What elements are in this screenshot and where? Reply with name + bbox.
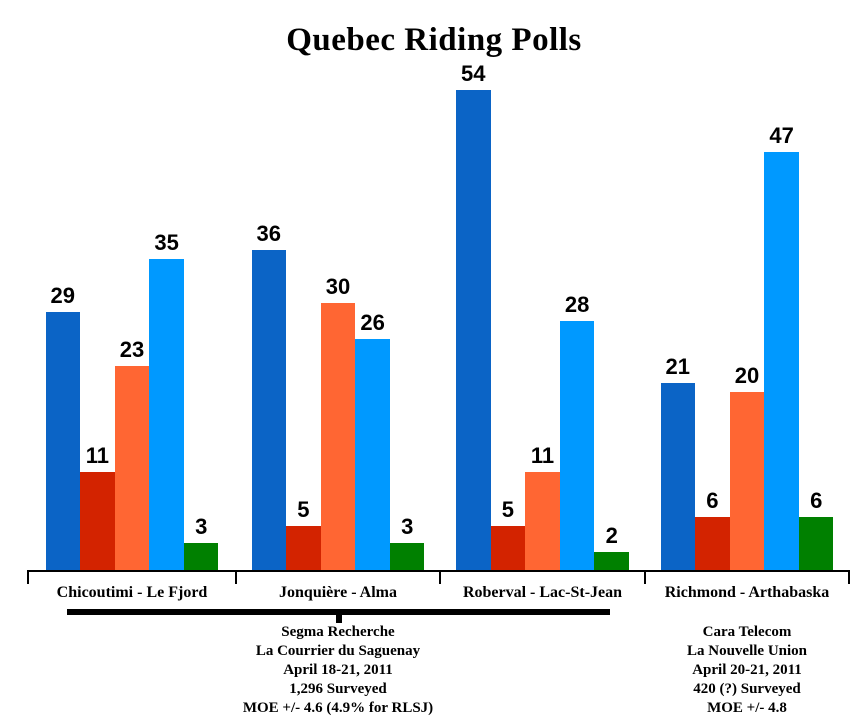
chart-title: Quebec Riding Polls (286, 22, 582, 58)
bar-value-label: 21 (665, 354, 691, 379)
bar-value-label: 47 (769, 123, 794, 148)
orange-bar (525, 472, 560, 570)
group-underline-center-tick (336, 615, 342, 623)
bar-value-label: 30 (325, 274, 351, 299)
group-underline (67, 609, 610, 615)
bar-value-label: 2 (605, 523, 618, 548)
source-right-media: La Nouvelle Union (686, 643, 807, 659)
dark-blue-bar (660, 383, 696, 570)
bar-value-label: 11 (530, 443, 555, 468)
dark-red-bar (80, 472, 115, 570)
source-right-pollster: Cara Telecom (702, 624, 792, 640)
category-label: Jonquière - Alma (279, 584, 397, 601)
bar-value-label: 5 (297, 497, 310, 522)
orange-bar (114, 366, 150, 570)
dark-blue-bar (45, 312, 81, 570)
green-bar (183, 543, 219, 570)
green-bar (798, 517, 834, 570)
dark-blue-bar (456, 90, 491, 570)
category-label: Roberval - Lac-St-Jean (462, 584, 623, 601)
bar-value-label: 6 (706, 488, 719, 513)
source-right-dates: April 20-21, 2011 (692, 662, 802, 678)
source-note-right: Cara Telecom La Nouvelle Union April 20-… (627, 623, 867, 718)
source-left-pollster: Segma Recherche (281, 624, 395, 640)
bar-value-label: 3 (195, 514, 208, 539)
light-blue-bar (764, 152, 799, 570)
source-left-dates: April 18-21, 2011 (283, 662, 393, 678)
source-left-media: La Courrier du Saguenay (255, 643, 421, 659)
bar-value-label: 20 (734, 363, 760, 388)
axis-tick (848, 570, 850, 584)
dark-red-bar (490, 526, 526, 570)
axis-tick (27, 570, 29, 584)
dark-red-bar (695, 517, 730, 570)
bar-value-label: 3 (401, 514, 414, 539)
dark-red-bar (286, 526, 321, 570)
orange-bar (729, 392, 765, 570)
x-axis-line (28, 570, 849, 572)
light-blue-bar (355, 339, 390, 570)
source-right-moe: MOE +/- 4.8 (707, 700, 787, 716)
bar-value-label: 26 (360, 310, 385, 335)
bar-value-label: 36 (256, 221, 282, 246)
bar-value-label: 29 (50, 283, 76, 308)
category-label: Chicoutimi - Le Fjord (56, 584, 208, 601)
light-blue-bar (559, 321, 595, 570)
bar-value-label: 35 (154, 230, 179, 255)
bar-value-label: 54 (461, 61, 486, 86)
source-note-left: Segma Recherche La Courrier du Saguenay … (138, 623, 538, 718)
source-right-sample: 420 (?) Surveyed (693, 681, 801, 697)
green-bar (594, 552, 629, 570)
axis-tick (235, 570, 237, 584)
bar-value-label: 23 (119, 337, 145, 362)
bar-value-label: 28 (564, 292, 590, 317)
bar-value-label: 6 (810, 488, 823, 513)
axis-tick (644, 570, 646, 584)
source-left-sample: 1,296 Surveyed (289, 681, 387, 697)
green-bar (389, 543, 425, 570)
bar-value-label: 11 (85, 443, 110, 468)
dark-blue-bar (251, 250, 287, 570)
orange-bar (320, 303, 356, 570)
source-left-moe: MOE +/- 4.6 (4.9% for RLSJ) (242, 700, 434, 716)
light-blue-bar (149, 259, 184, 570)
axis-tick (439, 570, 441, 584)
bar-value-label: 5 (501, 497, 515, 522)
category-label: Richmond - Arthabaska (664, 584, 830, 601)
